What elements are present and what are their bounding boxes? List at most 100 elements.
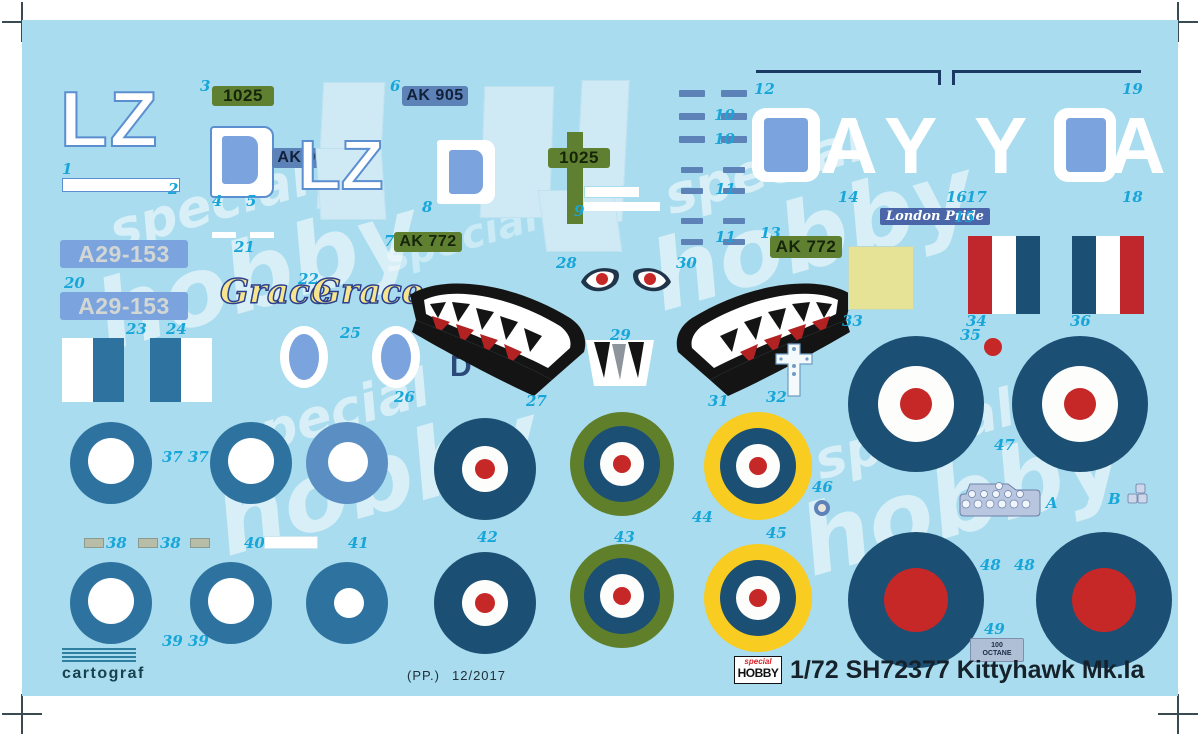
instrument-small-b [1127,483,1148,504]
totem-emblem-32 [775,343,813,397]
small-disc-46-centre [818,504,826,512]
decal-number-14: 14 [838,188,859,206]
decal-number-17: 17 [966,188,987,206]
roundel-37-b-centre [228,438,274,484]
decal-number-10-a: 10 [714,106,735,124]
code-letter-g-fill [764,118,808,172]
special-hobby-logo-bottom: HOBBY [737,666,779,680]
roundel-43-red [613,455,631,473]
decal-number-35: 35 [960,326,981,344]
code-letter-l-2: LZ [297,126,385,204]
tiny-stencil-40 [190,538,210,548]
decal-number-7: 7 [384,232,395,250]
roundel-44-red [749,457,767,475]
small-red-disc-35 [984,338,1002,356]
decal-number-18: 18 [1122,188,1143,206]
white-strip-9b [584,202,660,211]
roundel-42-b-red [475,593,495,613]
cartograf-logo-text: cartograf [62,665,145,682]
serial-plate-1025-b: 1025 [548,148,610,168]
decal-number-12: 12 [754,80,775,98]
tiny-stencil-38-a [84,538,104,548]
french-flag-34 [968,236,1040,314]
decal-number-26: 26 [394,388,415,406]
roundel-47-a-red [900,388,932,420]
shark-teeth-small [586,340,654,386]
oval-patch-25 [280,326,328,388]
decal-number-42: 42 [477,528,498,546]
shark-mouth-right [676,283,852,396]
bracket-line-12 [756,70,941,85]
serial-plate-a29153-a: A29-153 [60,240,188,268]
decal-number-16: 16 [946,188,967,206]
decal-number-1: 1 [62,160,73,178]
decal-number-6: 6 [390,77,401,95]
decal-number-48-a: 48 [980,556,1001,574]
serial-plate-1025-a: 1025 [212,86,274,106]
decal-number-34: 34 [966,312,987,330]
code-letter-a-1: A [820,101,878,190]
decal-number-31: 31 [708,392,729,410]
roundel-43-b-red [613,587,631,605]
fuel-stencil-line2: OCTANE [982,650,1012,657]
small-white-bar-21-a [212,232,236,238]
roundel-small-blue-centre [334,588,364,618]
kit-title: 1/72 SH72377 Kittyhawk Mk.Ia [790,656,1145,684]
decal-number-44: 44 [692,508,713,526]
decal-number-41: 41 [348,534,369,552]
decal-number-11-a: 11 [715,180,736,198]
decal-number-10-b: 10 [714,130,735,148]
roundel-48-b-red [1072,568,1136,632]
white-strip-41 [264,536,318,549]
decal-sheet-surface: special hobby special hobby special hobb… [22,20,1178,696]
registration-mark-top-right [1158,2,1198,42]
white-bar-decal-2 [62,178,180,192]
decal-number-47: 47 [994,436,1015,454]
code-letter-g-2-fill [1066,118,1106,172]
flag-half-24 [150,338,212,402]
nose-art-grace-1: Grace [219,271,332,313]
code-letter-lz: LZ [59,75,160,163]
french-flag-36 [1072,236,1144,314]
roundel-39-b-centre [208,578,254,624]
decal-number-27: 27 [526,392,547,410]
decal-number-21: 21 [234,238,255,256]
decal-number-39-a: 39 [162,632,183,650]
decal-number-5: 5 [246,192,257,210]
roundel-37-a-centre [88,438,134,484]
shark-eye-right [633,268,671,292]
decal-number-3: 3 [200,77,211,95]
decal-number-36: 36 [1070,312,1091,330]
nose-art-grace-2: Grace [311,271,424,313]
decal-number-24: 24 [166,320,187,338]
registration-mark-bottom-left [2,694,42,734]
fuel-stencil-49: 100 OCTANE [970,638,1024,662]
decal-number-38-a: 38 [106,534,127,552]
instrument-panel-a [959,482,1041,517]
code-letter-a-2: A [1108,101,1166,190]
roundel-39-a-centre [88,578,134,624]
code-letter-y-2: Y [974,101,1028,190]
bracket-line-19 [952,70,1141,85]
serial-plate-ak905-b: AK 905 [402,86,468,106]
decal-number-9: 9 [574,202,585,220]
code-letter-y-1: Y [884,101,938,190]
shark-mouth-left [410,283,586,396]
decal-number-45: 45 [766,524,787,542]
decal-number-23: 23 [126,320,147,338]
decal-number-49: 49 [984,620,1005,638]
decal-letter-b-panel: B [1108,490,1121,508]
decal-number-11-b: 11 [715,228,736,246]
decal-number-29: 29 [610,326,631,344]
special-hobby-logo: special HOBBY [734,656,782,684]
serial-plate-ak772-a: AK 772 [394,232,462,252]
revision-code: (PP.) [407,668,440,683]
print-date: 12/2017 [452,668,506,683]
decal-number-33: 33 [842,312,863,330]
code-letter-d-1-fill [222,136,258,184]
yellow-patch-33 [848,246,914,310]
roundel-41-centre [328,442,368,482]
decal-number-37-b: 37 [188,448,209,466]
small-white-bar-21-b [250,232,274,238]
